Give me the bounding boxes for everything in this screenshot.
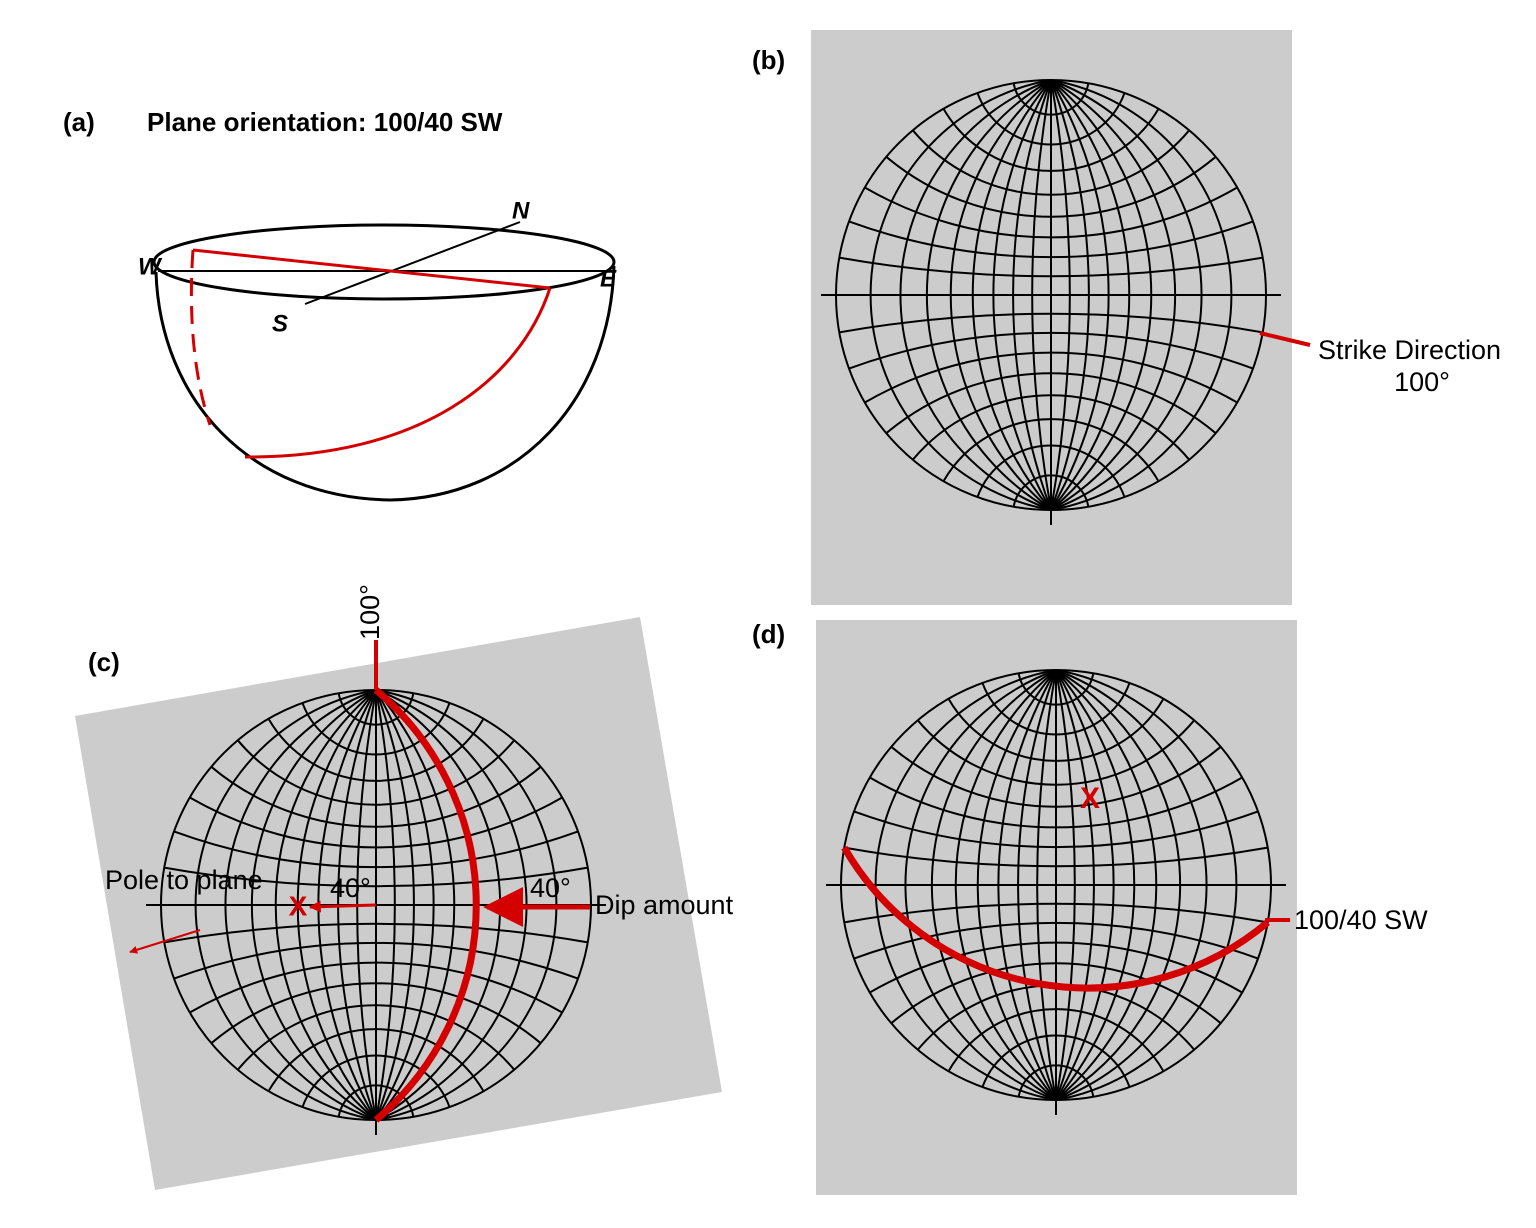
pole-mark: X <box>1080 782 1100 815</box>
strike-line <box>192 248 551 290</box>
panel-label: (a) <box>63 107 95 137</box>
dip-direction-arrow <box>129 929 201 954</box>
panel-title: Plane orientation: 100/40 SW <box>147 107 503 137</box>
pole-mark: X <box>289 890 308 921</box>
pole-arrow <box>308 900 377 913</box>
strike-value: 100° <box>355 584 385 640</box>
panel-b: (b) Strike Direction 100° <box>752 30 1501 605</box>
panel-label: (c) <box>88 647 120 677</box>
stereonet <box>821 79 1281 525</box>
panel-a: (a) Plane orientation: 100/40 SW W N E S <box>63 107 617 502</box>
strike-pointer <box>1259 331 1311 347</box>
pole-angle: 40° <box>330 873 371 903</box>
hemisphere-bowl <box>154 265 616 502</box>
dip-angle: 40° <box>530 873 571 903</box>
direction-s: S <box>272 310 288 337</box>
hemisphere-rim <box>152 223 616 301</box>
ns-line <box>304 221 521 305</box>
dip-label: Dip amount <box>595 890 734 920</box>
hidden-plane-trace <box>189 249 212 426</box>
plane-great-circle <box>373 687 480 1123</box>
stereonet <box>826 669 1286 1115</box>
plane-trace <box>244 287 552 459</box>
panel-label: (d) <box>752 619 785 649</box>
strike-value: 100° <box>1394 367 1450 397</box>
direction-n: N <box>512 197 530 224</box>
panel-c: (c) 100° Pole to plane 40° 40° Dip amoun… <box>75 584 734 1190</box>
direction-e: E <box>600 265 617 292</box>
pole-label: Pole to plane <box>105 865 263 895</box>
plane-label: 100/40 SW <box>1294 905 1428 935</box>
plane-great-circle <box>841 845 1270 992</box>
panel-d: (d) 100/40 SW X <box>752 619 1428 1195</box>
direction-w: W <box>138 253 163 280</box>
panel-label: (b) <box>752 45 785 75</box>
panel-background <box>75 617 722 1190</box>
strike-label: Strike Direction <box>1318 335 1501 365</box>
